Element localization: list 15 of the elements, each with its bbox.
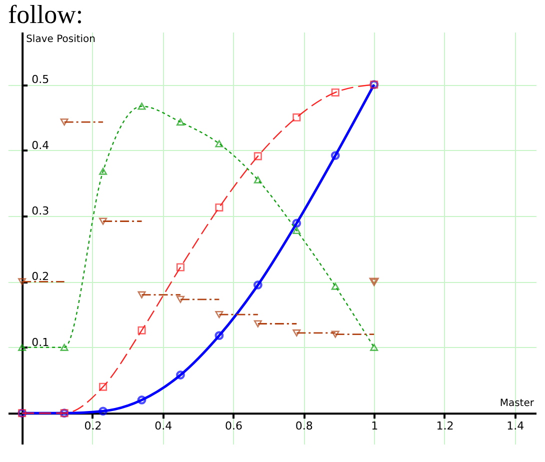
x-tick-label: 1.4 (506, 420, 524, 433)
x-tick-label: 0.2 (84, 420, 102, 433)
y-tick-label: 0.5 (32, 73, 50, 86)
y-tick-label: 0.4 (32, 138, 50, 152)
x-tick-label: 1.2 (436, 420, 454, 433)
x-tick-label: 0.8 (295, 420, 313, 433)
y-axis-title: Slave Position (26, 34, 96, 45)
x-axis-title: Master (500, 398, 535, 410)
x-tick-label: 0.4 (154, 420, 172, 433)
y-tick-label: 0.1 (32, 336, 50, 349)
y-tick-label: 0.2 (32, 270, 50, 284)
y-tick-label: 0.3 (32, 204, 50, 218)
x-tick-label: 1 (371, 420, 378, 433)
chart-title: follow: (8, 0, 84, 29)
x-tick-label: 0.6 (225, 420, 243, 433)
